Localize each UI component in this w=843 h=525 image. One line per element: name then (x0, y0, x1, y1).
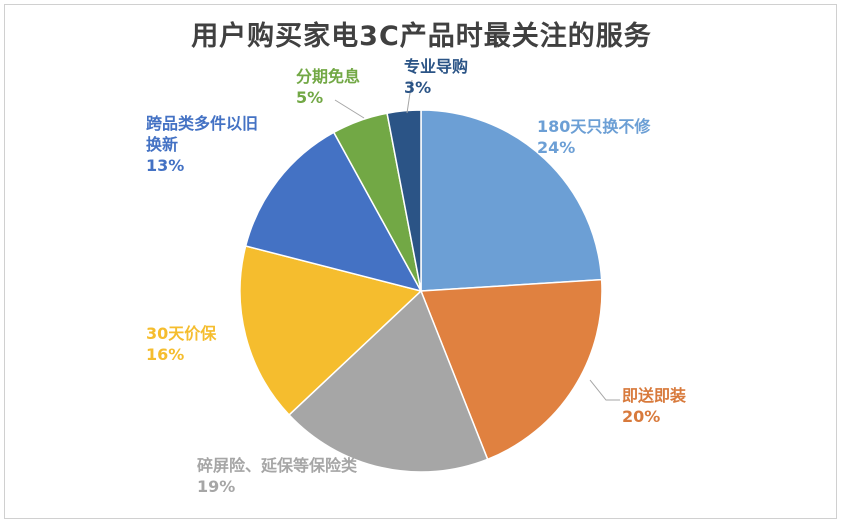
leader-line-delivery-install (589, 379, 620, 401)
slice-label-price-protect: 30天价保 (146, 324, 217, 343)
pie-slice-delivery-install (419, 278, 603, 461)
slice-label-delivery-install: 即送即装 (622, 386, 687, 405)
slice-value-delivery-install: 20% (622, 407, 661, 426)
pie-slice-trade-in (244, 131, 423, 293)
pie-slice-insurance (287, 289, 489, 473)
slice-value-180-day-replace: 24% (537, 138, 576, 157)
slice-label-180-day-replace: 180天只换不修 (537, 117, 651, 136)
leader-line-shopping-guide (406, 79, 413, 114)
slice-label-installment: 分期免息 (296, 67, 361, 86)
pie-slice-price-protect (239, 245, 423, 416)
slice-value-insurance: 19% (197, 477, 236, 496)
slice-label-trade-in-line2: 换新 (146, 135, 179, 154)
slice-value-price-protect: 16% (146, 345, 185, 364)
pie-slice-shopping-guide (386, 109, 422, 292)
slice-label-trade-in-line1: 跨品类多件以旧 (146, 114, 259, 133)
slice-label-insurance: 碎屏险、延保等保险类 (197, 456, 358, 475)
slice-label-shopping-guide: 专业导购 (404, 57, 469, 76)
chart-title: 用户购买家电3C产品时最关注的服务 (191, 21, 652, 52)
slice-value-shopping-guide: 3% (404, 78, 432, 97)
slice-value-trade-in: 13% (146, 156, 185, 175)
leader-line-installment (334, 99, 365, 119)
slice-value-installment: 5% (296, 88, 324, 107)
pie-slice-180-day-replace (420, 109, 603, 292)
